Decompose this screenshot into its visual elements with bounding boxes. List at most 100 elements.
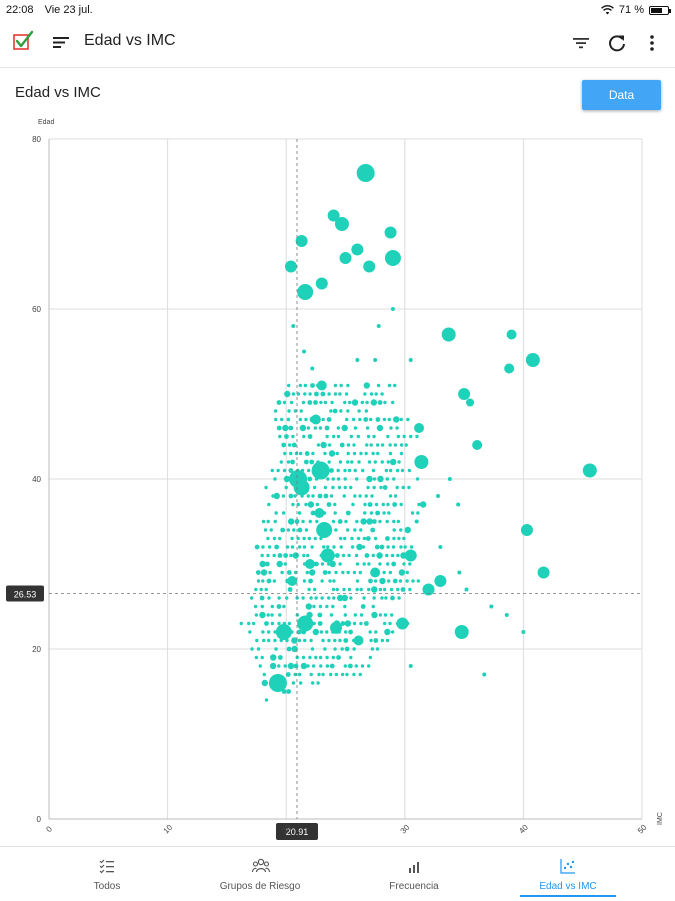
scatter-point (308, 519, 312, 524)
scatter-point (395, 468, 400, 473)
nav-item-edad-imc[interactable]: Edad vs IMC (484, 847, 652, 901)
scatter-point (272, 536, 277, 541)
scatter-point (296, 502, 300, 507)
scatter-point (273, 409, 278, 413)
scatter-point (343, 630, 348, 634)
scatter-point (373, 536, 378, 541)
scatter-point (361, 468, 365, 473)
scatter-point (316, 681, 320, 685)
scatter-point (280, 417, 284, 422)
nav-item-todos[interactable]: Todos (23, 847, 191, 901)
scatter-point (303, 383, 308, 388)
scatter-point (396, 617, 409, 630)
nav-item-frecuencia[interactable]: Frecuencia (330, 847, 498, 901)
app-bar: Edad vs IMC (0, 20, 675, 68)
scatter-point (388, 494, 393, 498)
scatter-point (405, 579, 409, 583)
scatter-point (353, 635, 364, 646)
scatter-point (339, 409, 343, 413)
scatter-point (406, 417, 410, 422)
scatter-point (309, 638, 313, 643)
scatter-point (363, 392, 367, 396)
scatter-point (356, 536, 361, 541)
scatter-point (282, 400, 287, 405)
scatter-point (288, 468, 294, 473)
scatter-point (335, 451, 339, 456)
scatter-point (287, 662, 295, 670)
scatter-point (343, 400, 347, 405)
scatter-point (270, 621, 275, 626)
scatter-point (267, 545, 272, 549)
scatter-point (386, 460, 390, 464)
x-tick-label: 50 (636, 823, 649, 836)
more-vert-icon[interactable] (641, 32, 663, 54)
scatter-point (307, 400, 313, 405)
scatter-point (346, 409, 350, 413)
scatter-point (371, 553, 375, 558)
scatter-point (278, 536, 282, 541)
scatter-point (384, 250, 401, 266)
scatter-point (308, 392, 312, 396)
scatter-point (310, 510, 316, 516)
scatter-point (388, 570, 393, 575)
scatter-point (288, 425, 294, 431)
scatter-point (327, 596, 331, 600)
scatter-point (375, 647, 380, 651)
scatter-point (308, 655, 312, 660)
scatter-point (385, 477, 390, 481)
scatter-point (357, 460, 361, 464)
scatter-point (359, 528, 363, 532)
scatter-point (370, 399, 378, 406)
scatter-point (264, 698, 269, 702)
filter-icon[interactable] (570, 32, 592, 54)
scatter-point (328, 672, 333, 677)
nav-item-grupos[interactable]: Grupos de Riesgo (176, 847, 344, 901)
scatter-point (352, 443, 356, 447)
scatter-point (351, 243, 364, 256)
scatter-point (329, 494, 334, 498)
menu-icon[interactable] (52, 34, 70, 50)
scatter-point (254, 613, 259, 617)
scatter-point (358, 494, 362, 498)
scatter-point (402, 434, 406, 439)
scatter-point (287, 383, 291, 388)
scatter-point (331, 587, 336, 592)
scatter-point (370, 567, 381, 578)
scatter-point (389, 458, 397, 466)
scatter-point (369, 511, 374, 515)
scatter-point (328, 450, 336, 457)
scatter-point (302, 434, 306, 439)
refresh-icon[interactable] (606, 32, 628, 54)
scatter-point (402, 536, 406, 541)
scatter-point (260, 553, 264, 558)
scatter-point (349, 655, 353, 660)
scatter-point (283, 451, 287, 456)
scatter-point (290, 459, 295, 465)
scatter-point (380, 443, 385, 447)
data-button[interactable]: Data (582, 80, 661, 110)
scatter-point (388, 451, 393, 456)
nav-label-frecuencia: Frecuencia (389, 881, 439, 892)
scatter-point (292, 552, 299, 559)
scatter-point (360, 400, 365, 405)
scatter-point (351, 417, 356, 422)
scatter-point (352, 451, 357, 456)
scatter-point (360, 518, 367, 525)
scatter-point (390, 553, 395, 558)
scatter-point (377, 475, 384, 483)
scatter-point (318, 655, 323, 660)
scatter-point (326, 545, 330, 549)
scatter-point (297, 638, 302, 643)
scatter-point (400, 468, 405, 473)
scatter-point (293, 494, 297, 498)
scatter-point (378, 562, 382, 566)
scatter-point (370, 527, 376, 533)
scatter-point (274, 647, 278, 651)
scatter-point (283, 553, 289, 558)
scatter-point (364, 494, 368, 498)
scatter-point (323, 647, 327, 651)
scatter-point (311, 681, 315, 685)
scatter-point (360, 664, 365, 668)
crosshair: 26.53 20.91 (6, 139, 642, 840)
